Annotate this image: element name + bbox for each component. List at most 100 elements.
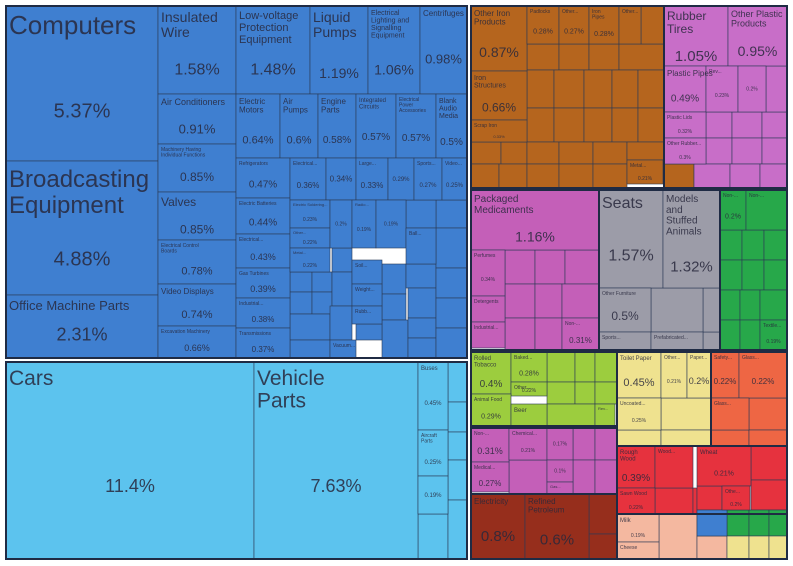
tile-label-weight-40-0: Weight... xyxy=(355,287,375,293)
tile-unlabeled-37 xyxy=(375,199,407,249)
tile-label-rolled-tobacco-76-1: Tobacco xyxy=(474,362,497,368)
filler-tile-metals-2-15 xyxy=(470,141,502,165)
tile-label-office-machine-parts-2-0: Office Machine Parts xyxy=(9,298,130,313)
tile-value-video-displays-12: 0.74% xyxy=(181,309,212,321)
tile-value-glass-95: 0.22% xyxy=(752,377,775,386)
tile-other-78 xyxy=(510,381,548,397)
filler-tile-plastics-and-rubbers-3-1 xyxy=(731,111,763,139)
tile-label-engine-parts-16-1: Parts xyxy=(321,106,340,115)
filler-tile-chemical-products-8-3 xyxy=(572,459,596,495)
filler-tile-metals-2-16 xyxy=(500,141,528,165)
tile-value-electrical-22: 0.43% xyxy=(250,252,276,262)
filler-tile-metals-2-7 xyxy=(583,69,613,109)
tile-value-animal-food-79: 0.29% xyxy=(481,414,501,421)
filler-tile-foodstuffs-7-3 xyxy=(546,381,576,405)
filler-tile-foodstuffs-7-2 xyxy=(594,351,618,383)
filler-tile-machines-0-18 xyxy=(435,297,468,329)
tile-label-electrical-control-boards-11-1: Boards xyxy=(161,248,177,254)
tile-value-large-28: 0.33% xyxy=(361,181,384,190)
tile-label-other-91-0: Other... xyxy=(664,355,680,361)
tile-label-prefabricated-72-0: Prefabricated... xyxy=(654,335,688,341)
tile-value-plastic-pipes-58: 0.49% xyxy=(671,94,699,105)
tile-uncoated-93 xyxy=(616,397,662,431)
treemap-labels: Computers5.37%BroadcastingEquipment4.88%… xyxy=(9,9,783,551)
tile-value-office-machine-parts-2: 2.31% xyxy=(56,324,107,344)
section-border-textiles xyxy=(719,189,788,351)
filler-tile-machines-0-11 xyxy=(405,263,437,289)
tile-label-rubber-tires-56-0: Rubber xyxy=(667,9,706,23)
filler-tile-chemical-products-4-4 xyxy=(534,283,563,319)
tile-value-transmissions-25: 0.37% xyxy=(252,345,275,354)
tile-refrigerators-20 xyxy=(235,157,291,199)
filler-tile-plastics-and-rubbers-3-5 xyxy=(761,137,788,165)
filler-tile-chemical-products-4-0 xyxy=(504,249,536,285)
tile-value-textile-75: 0.19% xyxy=(766,339,781,345)
tile-electrical-power-accessories-18 xyxy=(395,93,437,159)
tile-value-integrated-circuits-17: 0.57% xyxy=(362,132,390,143)
filler-tile-transportation-1-1 xyxy=(447,361,468,403)
tile-air-pumps-15 xyxy=(279,93,319,159)
tile-low-voltage-protection-equipment-4 xyxy=(235,5,311,95)
tile-label-video-31-0: Video... xyxy=(445,161,462,167)
tile-chemical-83 xyxy=(508,427,548,461)
tile-value-seats-68: 1.57% xyxy=(608,248,653,265)
tile-label-buses-45-0: Buses xyxy=(421,366,438,372)
filler-tile-plastics-and-rubbers-3-3 xyxy=(705,137,733,165)
tile-metal-34 xyxy=(289,247,331,273)
tile-label-blank-audio-media-19-0: Blank xyxy=(439,98,457,105)
tile-centrifuges-7 xyxy=(419,5,468,95)
tile-value-industrial-24: 0.38% xyxy=(252,315,275,324)
tile-unlabeled-84 xyxy=(546,427,574,461)
tile-electrical-22 xyxy=(235,233,291,269)
tile-label-iron-structures-49-1: Structures xyxy=(474,83,506,90)
filler-tile-metals-2-6 xyxy=(553,69,585,109)
filler-tile-plastics-and-rubbers-3-4 xyxy=(731,137,763,165)
filler-tile-metals-2-2 xyxy=(588,43,620,71)
tile-value-iron-pipes-53: 0.28% xyxy=(594,31,614,38)
tile-label-seats-68-0: Seats xyxy=(602,195,643,212)
filler-tile-plastics-and-rubbers-3-7 xyxy=(729,163,761,189)
filler-tile-transportation-1-2 xyxy=(447,401,468,433)
tile-label-electric-motors-14-1: Motors xyxy=(239,106,263,115)
tile-baked-77 xyxy=(510,351,548,383)
filler-tile-animal-products-13-1 xyxy=(696,535,728,560)
tile-label-textile-75-0: Textile... xyxy=(763,323,781,329)
tile-label-vacuum-42-0: Vacuum... xyxy=(333,343,355,349)
filler-tile-machines-0-14 xyxy=(407,337,437,359)
filler-tile-textiles-6-7 xyxy=(739,289,761,321)
tile-value-chemical-83: 0.21% xyxy=(521,448,536,454)
filler-tile-metals-2-1 xyxy=(558,43,590,71)
tile-value-unlabeled-86: 0.1% xyxy=(554,469,566,475)
tile-value-video-31: 0.25% xyxy=(446,183,464,189)
tile-label-other-54-0: Other... xyxy=(622,9,638,15)
filler-tile-miscellaneous-5-2 xyxy=(650,287,704,333)
filler-tile-transportation-1-0 xyxy=(417,513,449,560)
tile-electrical-26 xyxy=(289,157,327,201)
filler-tile-metals-2-22 xyxy=(498,163,528,189)
tile-vehicle-parts-44 xyxy=(253,361,419,560)
tile-label-machinery-having-individual-functions-9-0: Machinery Having xyxy=(161,147,201,153)
tile-value-electrical-control-boards-11: 0.78% xyxy=(181,266,212,278)
tile-label-other-iron-products-48-0: Other Iron xyxy=(474,9,510,18)
filler-tile-metals-2-4 xyxy=(640,5,665,45)
filler-tile-textiles-6-3 xyxy=(719,259,743,291)
tile-value-packaged-medicaments-63: 1.16% xyxy=(515,228,555,244)
filler-tile-chemical-products-8-1 xyxy=(572,427,596,461)
tile-ball-38 xyxy=(405,227,437,265)
tile-label-air-conditioners-8-0: Air Conditioners xyxy=(161,97,226,107)
tile-value-air-pumps-15: 0.6% xyxy=(286,134,311,146)
tile-label-models-and-stuffed-animals-69-0: Models xyxy=(666,194,698,205)
tile-label-wheat-100-0: Wheat xyxy=(700,450,718,456)
tile-label-electrical-26-0: Electrical... xyxy=(293,161,317,167)
filler-tile-metals-2-20 xyxy=(626,141,665,161)
tile-plastic-pipes-58 xyxy=(663,65,707,113)
tile-padlocks-51 xyxy=(526,5,560,45)
tile-transmissions-25 xyxy=(235,327,291,359)
tile-label-milk-102-0: Milk xyxy=(620,518,632,524)
tile-label-other-33-0: Other... xyxy=(293,230,306,235)
filler-tile-chemical-products-8-0 xyxy=(508,459,548,495)
tile-industrial-24 xyxy=(235,297,291,329)
tile-value-electricity-88: 0.8% xyxy=(481,528,515,545)
filler-tile-mineral-products-9-1 xyxy=(588,533,618,560)
tile-electric-soldering-32 xyxy=(289,199,331,229)
